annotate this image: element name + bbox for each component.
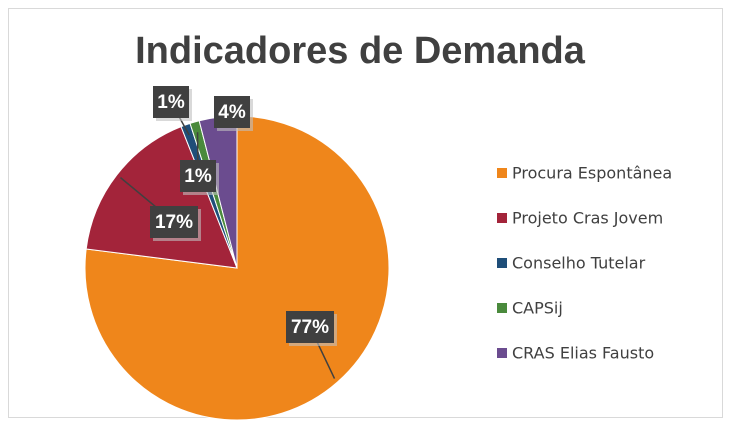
legend-label: Procura Espontânea [512,164,672,183]
data-label-box [180,160,216,192]
chart-title: Indicadores de Demanda [135,30,586,72]
data-label: 1% [157,92,185,113]
legend-label: Conselho Tutelar [512,254,646,273]
legend-label: Projeto Cras Jovem [512,209,663,228]
legend-swatch [497,213,507,223]
legend-swatch [497,168,507,178]
legend-label: CAPSij [512,299,563,318]
legend-swatch [497,303,507,313]
data-label-box [150,206,198,238]
data-label-box [214,96,250,128]
data-label: 1% [184,166,212,187]
legend-swatch [497,258,507,268]
data-label: 4% [218,102,246,123]
data-label: 77% [291,317,329,338]
data-label: 17% [155,212,193,233]
data-label-box [286,311,334,343]
legend-label: CRAS Elias Fausto [512,344,654,363]
data-label-box [153,86,189,118]
legend-swatch [497,348,507,358]
